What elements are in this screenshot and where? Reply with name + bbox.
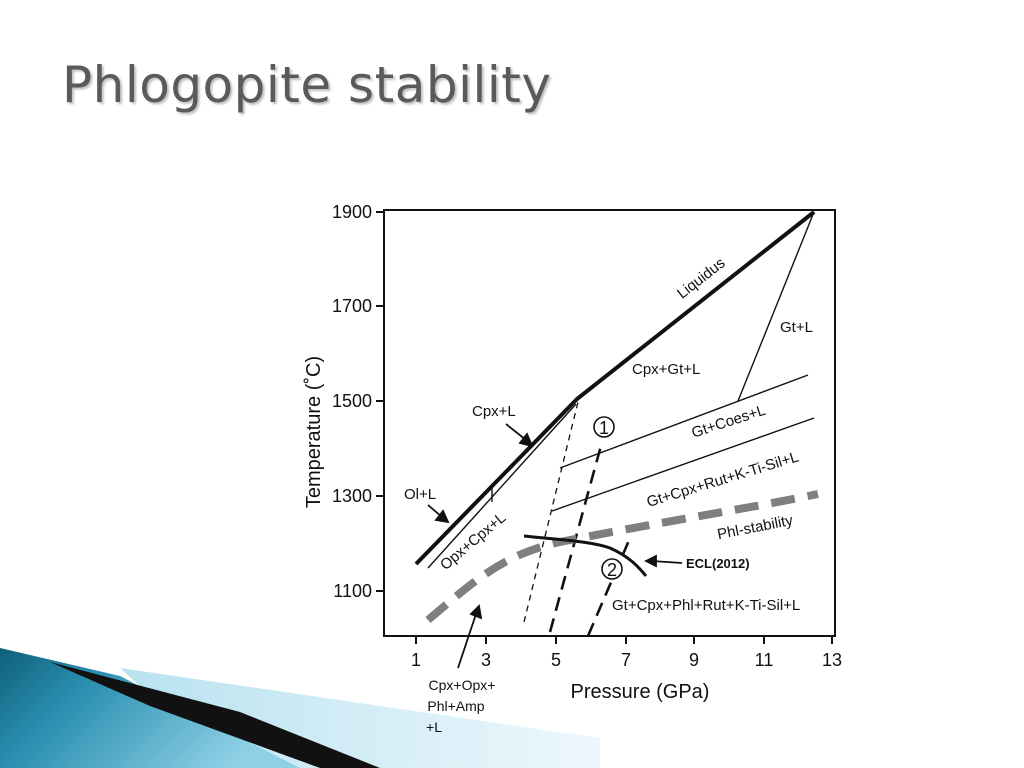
gt-l-boundary xyxy=(737,211,815,402)
cpx-opx-phl-label: Cpx+Opx+ Phl+Amp +L xyxy=(426,677,495,735)
x-axis-title: Pressure (GPa) xyxy=(571,681,710,703)
arrow-cpx-opx-phl xyxy=(457,613,477,669)
arrowhead xyxy=(518,432,534,448)
arrow-cpx-l xyxy=(505,423,527,441)
thin-dashed-line xyxy=(523,401,579,623)
x-axis xyxy=(415,636,833,644)
marker-2: 2 xyxy=(601,558,623,580)
cpx-opx-phl-line-1: Cpx+Opx+ xyxy=(429,677,496,693)
decor-black-band xyxy=(50,662,380,768)
x-tick-label: 7 xyxy=(621,650,631,670)
phl-stability-curve xyxy=(425,490,819,624)
arrowhead xyxy=(643,554,657,568)
x-tick-label: 5 xyxy=(551,650,561,670)
x-tick-label: 11 xyxy=(755,650,774,670)
opx-cpx-boundary xyxy=(427,403,577,569)
cpx-opx-phl-line-3: +L xyxy=(426,719,442,735)
x-tick-label: 1 xyxy=(411,650,421,670)
cpx-gt-l-label: Cpx+Gt+L xyxy=(632,361,700,378)
gt-coes-lower-boundary xyxy=(551,417,815,512)
marker-1-circle xyxy=(593,416,615,438)
marker-2-circle xyxy=(601,558,623,580)
gt-coes-l-label: Gt+Coes+L xyxy=(690,402,768,442)
x-tick-label: 3 xyxy=(481,650,491,670)
ecl-label: ECL(2012) xyxy=(686,556,750,571)
marker-1-label: 1 xyxy=(599,418,609,438)
ecl-curve xyxy=(523,534,648,577)
plot-frame xyxy=(383,209,836,637)
y-tick-label: 1700 xyxy=(332,296,372,316)
y-tick-label: 1500 xyxy=(332,391,372,411)
cpx-l-label: Cpx+L xyxy=(472,403,516,420)
gt-cpx-phl-label: Gt+Cpx+Phl+Rut+K-Ti-Sil+L xyxy=(612,597,800,614)
decor-teal-wedge xyxy=(0,648,300,768)
y-tick-label: 1900 xyxy=(332,202,372,222)
x-tick-label: 9 xyxy=(689,650,699,670)
cpx-opx-phl-line-2: Phl+Amp xyxy=(427,698,484,714)
y-axis-title: Temperature (˚C) xyxy=(303,356,325,508)
y-axis xyxy=(376,211,384,592)
marker-2-label: 2 xyxy=(607,560,617,580)
arrowhead xyxy=(434,509,450,524)
liquidus-curve xyxy=(414,210,816,566)
x-tick-label: 13 xyxy=(822,650,842,670)
arrow-ecl xyxy=(651,560,683,564)
gt-l-label: Gt+L xyxy=(780,319,813,336)
marker-1: 1 xyxy=(593,416,615,438)
slide-title: Phlogopite stability xyxy=(62,56,552,114)
y-tick-label: 1300 xyxy=(332,486,372,506)
ol-l-label: Ol+L xyxy=(404,486,436,503)
label-arrows xyxy=(427,423,683,669)
arrowhead xyxy=(469,604,483,620)
y-tick-label: 1100 xyxy=(333,581,372,601)
liquidus-label: Liquidus xyxy=(674,255,729,303)
dashed-line-2 xyxy=(586,537,632,637)
phl-stability-label: Phl-stability xyxy=(716,512,795,543)
gt-coes-upper-boundary xyxy=(559,374,809,469)
